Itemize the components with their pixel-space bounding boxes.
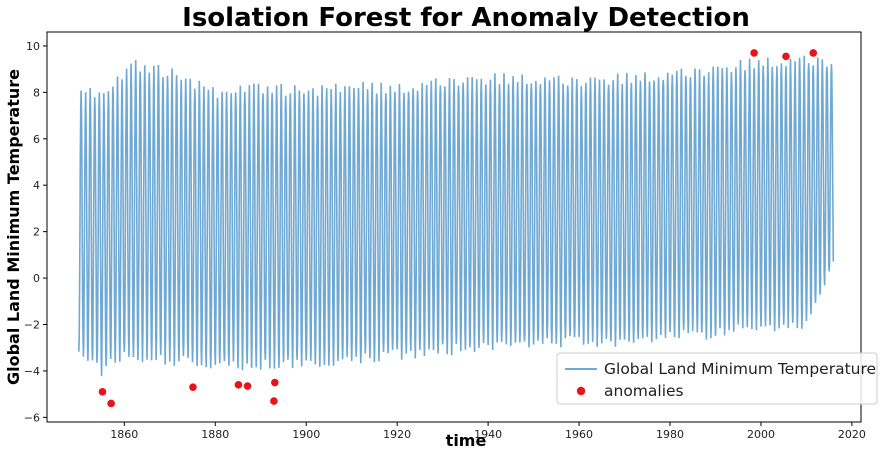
x-tick-label: 1960: [565, 428, 593, 441]
x-tick-label: 1940: [474, 428, 502, 441]
anomaly-point: [107, 399, 115, 408]
anomaly-point: [809, 49, 818, 57]
y-tick-label: 2: [33, 226, 40, 239]
legend-anomaly-swatch: [576, 386, 586, 396]
y-tick-label: 6: [33, 133, 40, 146]
y-tick-label: 4: [33, 179, 40, 192]
anomaly-point: [189, 383, 197, 391]
y-tick-label: −4: [24, 365, 40, 378]
legend: Global Land Minimum Temperature anomalie…: [556, 352, 878, 405]
anomaly-point: [98, 388, 107, 396]
x-tick-label: 2020: [838, 428, 866, 441]
y-tick-label: 10: [26, 40, 40, 53]
x-axis: 1860 1880 1900 1920 1940 1960 1980 2000 2020: [110, 422, 866, 441]
y-tick-label: 0: [33, 272, 40, 285]
x-tick-label: 1980: [656, 428, 684, 441]
y-axis-label: Global Land Minimum Temperature: [4, 69, 23, 385]
chart-title: Isolation Forest for Anomaly Detection: [182, 3, 750, 33]
legend-box: [556, 352, 878, 405]
anomaly-point: [271, 378, 279, 387]
anomaly-point: [270, 397, 278, 405]
y-tick-label: −2: [24, 319, 40, 332]
anomaly-point: [243, 382, 252, 390]
temperature-line: [78, 55, 835, 377]
y-axis: −6 −4 −2 0 2 4 6 8 10: [24, 40, 47, 424]
x-tick-label: 1920: [383, 428, 411, 441]
x-axis-label: time: [446, 431, 487, 450]
legend-label-line: Global Land Minimum Temperature: [604, 360, 876, 378]
series-layer: [78, 55, 835, 377]
legend-label-anomalies: anomalies: [604, 382, 684, 400]
x-tick-label: 2000: [747, 428, 775, 441]
x-tick-label: 1900: [292, 428, 320, 441]
plot-area: [46, 31, 862, 423]
y-tick-label: −6: [24, 411, 40, 424]
anomaly-point: [782, 52, 790, 61]
x-tick-label: 1860: [110, 428, 138, 441]
scatter-layer: [98, 49, 818, 408]
anomaly-point: [750, 49, 758, 57]
x-tick-label: 1880: [201, 428, 229, 441]
anomaly-point: [234, 381, 243, 389]
y-tick-label: 8: [33, 86, 40, 99]
